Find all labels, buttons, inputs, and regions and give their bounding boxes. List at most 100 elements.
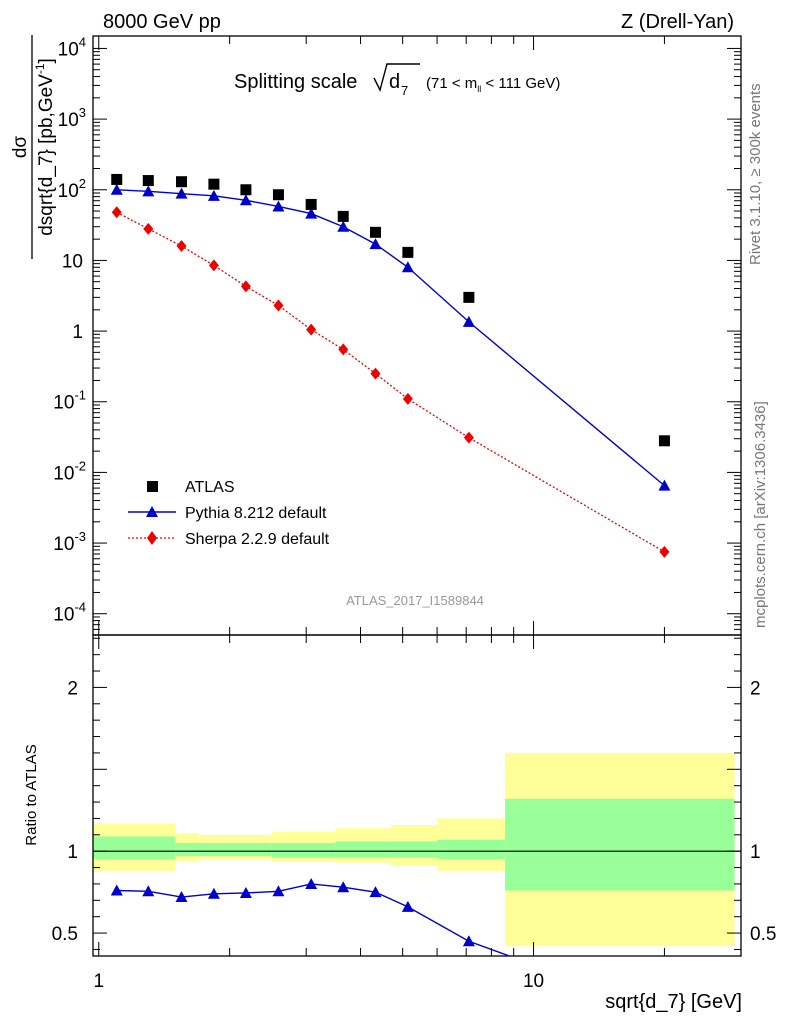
- atlas-point: [658, 435, 670, 447]
- ratio-y-label: Ratio to ATLAS: [23, 744, 40, 845]
- atlas-point: [208, 178, 220, 190]
- x-axis-label: sqrt{d_7} [GeV]: [605, 991, 742, 1013]
- ratio-point: [401, 900, 414, 912]
- pythia-point: [462, 315, 475, 327]
- title-range-end: < 111 GeV): [481, 75, 560, 92]
- pythia-point: [239, 194, 252, 206]
- pythia-point: [401, 261, 414, 273]
- sherpa-point: [273, 299, 284, 312]
- sherpa-point: [143, 222, 154, 235]
- sqrt-sign-icon: [373, 63, 420, 92]
- y-tick-label: 10-4: [53, 600, 86, 626]
- pythia-point: [305, 207, 318, 219]
- y-tick-label: 10: [62, 251, 83, 272]
- title-range-sub: ll: [477, 84, 481, 94]
- sherpa-line: [116, 211, 665, 553]
- pythia-point: [337, 220, 350, 232]
- plot-title: Splitting scale d 7 (71 < mll < 111 GeV): [234, 63, 560, 98]
- y-tick-label: 10-1: [53, 388, 86, 414]
- x-tick-label: 10: [523, 971, 544, 992]
- ratio-y-tick-label-left: 2: [67, 678, 78, 699]
- svg-text:7: 7: [401, 83, 408, 98]
- pythia-point: [369, 238, 382, 250]
- x-tick-label: 1: [93, 971, 104, 992]
- atlas-point: [337, 210, 349, 222]
- y-tick-label: 104: [58, 34, 86, 60]
- ratio-y-tick-label-right: 0.5: [750, 924, 776, 945]
- sherpa-point: [659, 545, 670, 558]
- atlas-point: [176, 176, 188, 188]
- sherpa-point: [402, 392, 413, 405]
- series-atlas: [111, 173, 670, 447]
- side-label-rivet: Rivet 3.1.10, ≥ 300k events: [747, 83, 764, 265]
- ratio-y-tick-label-right: 2: [750, 678, 761, 699]
- series-pythia: [110, 183, 671, 491]
- ratio-point: [462, 935, 475, 947]
- y-tick-label: 1: [72, 322, 83, 343]
- watermark: ATLAS_2017_I1589844: [346, 593, 484, 608]
- band-inner-5: [390, 841, 438, 858]
- legend-label-pythia: Pythia 8.212 default: [185, 505, 327, 522]
- series-ratio-pythia: [110, 877, 510, 957]
- y-tick-label: 103: [58, 105, 86, 131]
- main-y-axis: 10-4 10-3 10-2 10-1 1 10 102 103 104: [53, 34, 741, 636]
- ratio-y-tick-label-left: 1: [67, 842, 78, 863]
- sherpa-point: [208, 259, 219, 272]
- ratio-point: [369, 886, 382, 898]
- band-inner-0: [93, 836, 176, 860]
- ratio-y-tick-label-left: 0.5: [52, 924, 78, 945]
- ratio-line: [116, 883, 510, 957]
- pythia-point: [110, 183, 123, 195]
- atlas-point: [369, 226, 381, 238]
- sherpa-point: [306, 323, 317, 336]
- ratio-frame: [92, 634, 742, 957]
- pythia-point: [658, 479, 671, 491]
- legend-label-sherpa: Sherpa 2.2.9 default: [185, 531, 330, 548]
- sherpa-point: [240, 280, 251, 293]
- band-inner-4: [335, 841, 391, 858]
- band-inner-3: [271, 842, 336, 858]
- pythia-point: [207, 189, 220, 201]
- ratio-point: [272, 885, 285, 897]
- sherpa-point: [463, 431, 474, 444]
- y-tick-label: 102: [58, 176, 86, 202]
- ratio-point: [207, 887, 220, 899]
- title-main: Splitting scale: [234, 71, 357, 93]
- atlas-point: [402, 246, 414, 258]
- ratio-uncertainty-bands: [93, 752, 735, 947]
- ratio-x-axis: 1 10: [93, 635, 742, 992]
- svg-text:dσ: dσ: [10, 136, 31, 159]
- svg-text:d: d: [389, 71, 400, 93]
- pythia-point: [175, 187, 188, 199]
- ratio-y-tick-label-right: 1: [750, 842, 761, 863]
- pythia-point: [142, 185, 155, 197]
- sherpa-point: [338, 343, 349, 356]
- sherpa-point: [111, 206, 122, 219]
- pythia-point: [272, 200, 285, 212]
- legend-marker-atlas: [147, 481, 158, 492]
- ratio-point: [337, 881, 350, 893]
- svg-text:Splitting scale: Splitting scale: [234, 71, 357, 93]
- svg-text:(71 < mll < 111 GeV): (71 < mll < 111 GeV): [426, 75, 560, 94]
- legend-marker-pythia: [146, 506, 158, 517]
- atlas-point: [305, 198, 317, 210]
- header-left: 8000 GeV pp: [103, 11, 221, 33]
- ratio-point: [239, 886, 252, 898]
- svg-text:dsqrt{d_7} [pb,GeV-1]: dsqrt{d_7} [pb,GeV-1]: [33, 58, 57, 236]
- atlas-point: [463, 291, 475, 303]
- legend-label-atlas: ATLAS: [185, 479, 235, 496]
- legend: ATLAS Pythia 8.212 default Sherpa 2.2.9 …: [128, 479, 330, 548]
- legend-marker-sherpa: [147, 531, 157, 545]
- ratio-point: [305, 877, 318, 889]
- ratio-point: [142, 885, 155, 897]
- atlas-point: [142, 175, 154, 187]
- ratio-y-axis: 0.5 0.5 1 1 2 2: [52, 637, 776, 950]
- main-x-ticks: [98, 36, 742, 635]
- sherpa-point: [370, 367, 381, 380]
- side-label-mcplots: mcplots.cern.ch [arXiv:1306.3436]: [752, 401, 769, 628]
- band-inner-2: [198, 842, 272, 857]
- atlas-point: [240, 184, 252, 196]
- title-range: (71 < m: [426, 75, 477, 92]
- y-tick-label: 10-3: [53, 529, 86, 555]
